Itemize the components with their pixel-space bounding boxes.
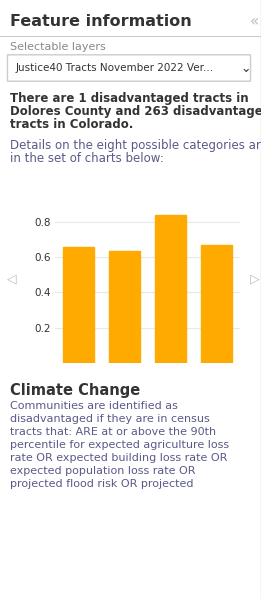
Text: Selectable layers: Selectable layers <box>10 42 106 52</box>
Text: disadvantaged if they are in census: disadvantaged if they are in census <box>10 414 210 424</box>
Bar <box>63 247 94 363</box>
Text: Dolores County and 263 disadvantaged: Dolores County and 263 disadvantaged <box>10 105 261 118</box>
Text: ▷: ▷ <box>250 273 260 286</box>
Text: in the set of charts below:: in the set of charts below: <box>10 152 164 165</box>
Text: tracts in Colorado.: tracts in Colorado. <box>10 118 133 131</box>
Text: There are 1 disadvantaged tracts in: There are 1 disadvantaged tracts in <box>10 92 249 105</box>
Text: ◁: ◁ <box>7 273 17 286</box>
Text: ⌄: ⌄ <box>240 62 251 74</box>
Text: Justice40 Tracts November 2022 Ver...: Justice40 Tracts November 2022 Ver... <box>16 63 214 73</box>
Bar <box>200 246 232 363</box>
Text: Details on the eight possible categories are: Details on the eight possible categories… <box>10 139 261 152</box>
Text: «: « <box>250 14 259 29</box>
Text: tracts that: ARE at or above the 90th: tracts that: ARE at or above the 90th <box>10 427 216 437</box>
FancyBboxPatch shape <box>8 55 251 81</box>
Text: Communities are identified as: Communities are identified as <box>10 401 178 411</box>
Text: Feature information: Feature information <box>10 14 192 29</box>
Text: expected population loss rate OR: expected population loss rate OR <box>10 466 195 476</box>
Bar <box>155 215 186 363</box>
Text: projected flood risk OR projected: projected flood risk OR projected <box>10 479 193 489</box>
Text: Climate Change: Climate Change <box>10 383 140 398</box>
Text: rate OR expected building loss rate OR: rate OR expected building loss rate OR <box>10 453 227 463</box>
Text: percentile for expected agriculture loss: percentile for expected agriculture loss <box>10 440 229 450</box>
Bar <box>109 251 140 363</box>
